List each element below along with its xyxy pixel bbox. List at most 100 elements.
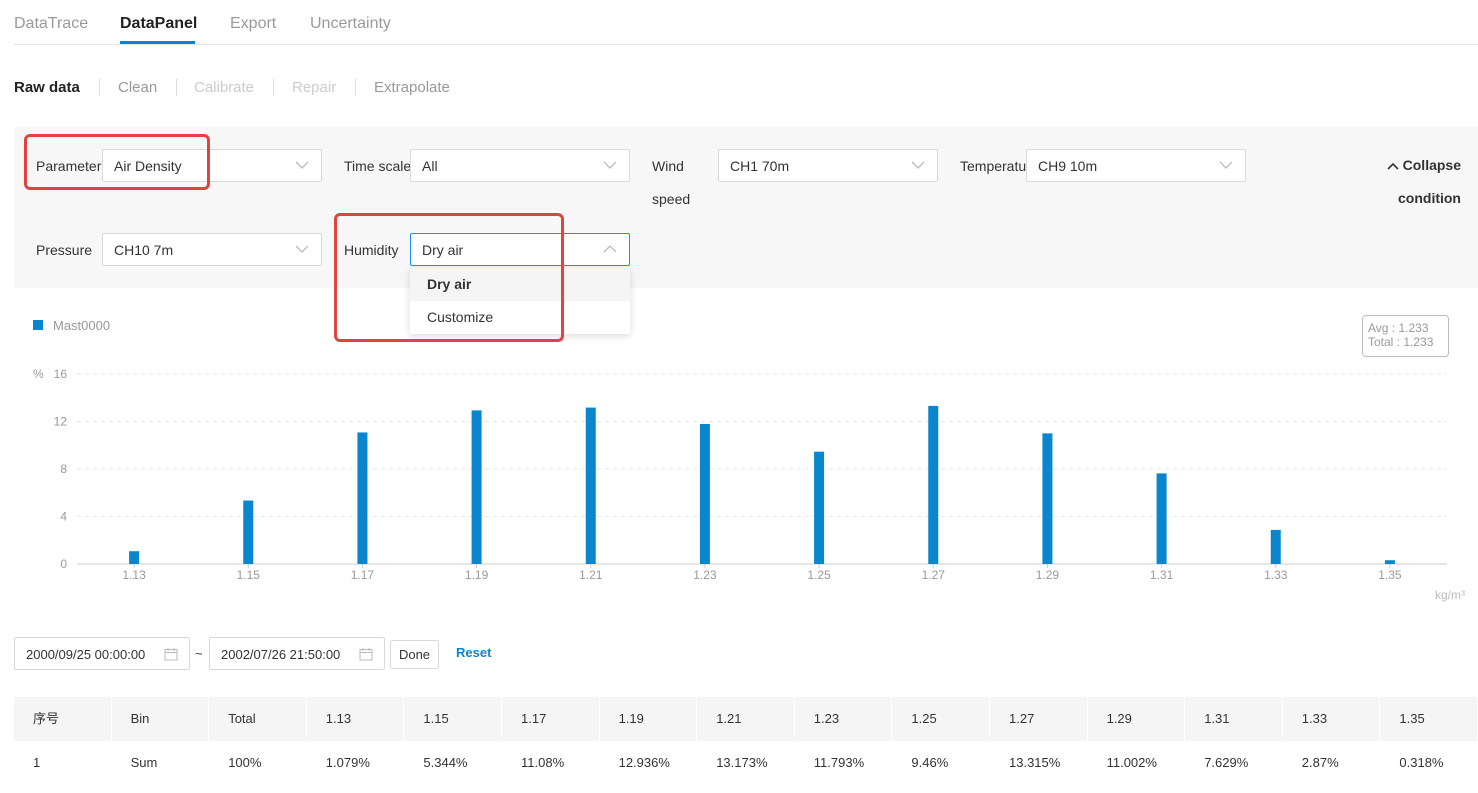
bar xyxy=(1384,560,1395,564)
x-tick-label: 1.13 xyxy=(122,568,146,582)
data-table: 序号 Bin Total 1.13 1.15 1.17 1.19 1.21 1.23 1.25 1.… xyxy=(14,697,1478,785)
chevron-down-icon xyxy=(603,161,617,169)
table-header-cell: Bin xyxy=(112,697,210,741)
table-cell: 1 xyxy=(33,755,41,770)
x-tick-label: 1.35 xyxy=(1378,568,1402,582)
top-tab-bar: DataTrace DataPanel Export Uncertainty xyxy=(14,0,1478,45)
y-tick-label: 8 xyxy=(60,462,67,476)
x-tick-label: 1.19 xyxy=(465,568,489,582)
y-tick-label: 4 xyxy=(60,510,67,524)
collapse-label-line2: condition xyxy=(1398,190,1461,206)
table-header-cell: 1.31 xyxy=(1185,697,1283,741)
calendar-icon xyxy=(164,648,178,661)
subtab-extrapolate[interactable]: Extrapolate xyxy=(374,79,450,96)
bar xyxy=(1270,529,1281,564)
legend-label[interactable]: Mast0000 xyxy=(53,318,111,333)
chevron-down-icon xyxy=(911,161,925,169)
summary-total: Total : 1.233 xyxy=(1368,335,1434,349)
bar xyxy=(471,410,482,564)
reset-button[interactable]: Reset xyxy=(456,645,492,660)
chevron-down-icon xyxy=(295,161,309,169)
bar xyxy=(814,451,825,564)
y-tick-label: 16 xyxy=(54,367,68,381)
bar xyxy=(928,405,939,564)
table-header-cell: 1.25 xyxy=(892,697,990,741)
subtab-repair[interactable]: Repair xyxy=(292,79,337,96)
chevron-up-icon xyxy=(603,245,617,253)
x-tick-label: 1.25 xyxy=(807,568,831,582)
table-cell: 11.08% xyxy=(521,755,565,770)
table-cell: 13.173% xyxy=(716,755,768,770)
wind-speed-label-line2: speed xyxy=(652,191,691,207)
start-date-input[interactable]: 2000/09/25 00:00:00 xyxy=(14,637,190,670)
dropdown-option-customize[interactable]: Customize xyxy=(427,309,494,325)
dropdown-option-dry-air[interactable]: Dry air xyxy=(410,268,630,301)
x-tick-label: 1.21 xyxy=(579,568,603,582)
x-tick-label: 1.27 xyxy=(922,568,946,582)
table-row: 1 Sum 100% 1.079% 5.344% 11.08% 12.936% 13.173%… xyxy=(14,741,1478,785)
active-tab-indicator xyxy=(120,41,195,44)
subtab-calibrate[interactable]: Calibrate xyxy=(194,79,255,96)
table-header-cell: 1.23 xyxy=(795,697,893,741)
pressure-label: Pressure xyxy=(36,242,93,258)
wind-speed-select[interactable]: CH1 70m xyxy=(718,149,938,182)
tab-datatrace[interactable]: DataTrace xyxy=(14,15,89,32)
subtab-divider xyxy=(273,79,274,96)
table-cell: 7.629% xyxy=(1204,755,1249,770)
table-header-cell: 序号 xyxy=(14,697,112,741)
pressure-select[interactable]: CH10 7m xyxy=(102,233,322,266)
table-cell: 12.936% xyxy=(618,755,670,770)
tab-export[interactable]: Export xyxy=(230,15,277,32)
table-cell: 0.318% xyxy=(1399,755,1444,770)
bar xyxy=(243,500,254,564)
subtab-raw-data[interactable]: Raw data xyxy=(14,79,80,96)
end-date-value: 2002/07/26 21:50:00 xyxy=(221,647,341,662)
humidity-select[interactable]: Dry air xyxy=(410,233,630,266)
table-cell: Sum xyxy=(130,755,158,770)
temperature-label: Temperatur xyxy=(960,158,1026,174)
parameter-label: Parameter xyxy=(36,158,102,174)
table-cell: 1.079% xyxy=(325,755,370,770)
table-header-cell: 1.19 xyxy=(600,697,698,741)
table-header-cell: 1.21 xyxy=(697,697,795,741)
parameter-value: Air Density xyxy=(114,158,182,174)
summary-box: Avg : 1.233 Total : 1.233 xyxy=(1362,315,1449,357)
subtab-clean[interactable]: Clean xyxy=(118,79,158,96)
table-header-cell: Total xyxy=(209,697,307,741)
legend-swatch[interactable] xyxy=(33,320,43,330)
tab-datapanel[interactable]: DataPanel xyxy=(120,15,198,32)
humidity-label: Humidity xyxy=(344,242,399,258)
subtab-divider xyxy=(355,79,356,96)
start-date-value: 2000/09/25 00:00:00 xyxy=(26,647,146,662)
y-tick-label: 12 xyxy=(54,415,68,429)
table-header-cell: 1.35 xyxy=(1380,697,1478,741)
x-tick-label: 1.29 xyxy=(1036,568,1060,582)
end-date-input[interactable]: 2002/07/26 21:50:00 xyxy=(209,637,385,670)
wind-speed-value: CH1 70m xyxy=(730,158,790,174)
tab-uncertainty[interactable]: Uncertainty xyxy=(310,15,391,32)
parameter-select[interactable]: Air Density xyxy=(102,149,322,182)
collapse-condition-button[interactable]: Collapse condition xyxy=(1371,158,1461,205)
collapse-label-line1: Collapse xyxy=(1402,157,1461,173)
table-header-cell: 1.13 xyxy=(307,697,405,741)
summary-avg: Avg : 1.233 xyxy=(1368,321,1429,335)
table-header-cell: 1.27 xyxy=(990,697,1088,741)
table-header-row: 序号 Bin Total 1.13 1.15 1.17 1.19 1.21 1.23 1.25 1.… xyxy=(14,697,1478,741)
table-cell: 11.002% xyxy=(1106,755,1157,770)
temperature-select[interactable]: CH9 10m xyxy=(1026,149,1246,182)
bar xyxy=(1156,473,1167,564)
table-cell: 13.315% xyxy=(1009,755,1061,770)
chevron-up-icon xyxy=(1387,162,1399,170)
table-header-cell: 1.17 xyxy=(502,697,600,741)
table-header-cell: 1.29 xyxy=(1088,697,1186,741)
pressure-value: CH10 7m xyxy=(114,242,174,258)
humidity-value: Dry air xyxy=(422,242,464,258)
humidity-dropdown: Dry air Customize xyxy=(410,268,630,334)
bar xyxy=(1042,433,1053,564)
x-tick-label: 1.23 xyxy=(693,568,717,582)
table-cell: 11.793% xyxy=(813,755,865,770)
bar xyxy=(357,432,368,564)
done-button[interactable]: Done xyxy=(390,640,439,669)
time-scale-select[interactable]: All xyxy=(410,149,630,182)
chevron-down-icon xyxy=(295,245,309,253)
